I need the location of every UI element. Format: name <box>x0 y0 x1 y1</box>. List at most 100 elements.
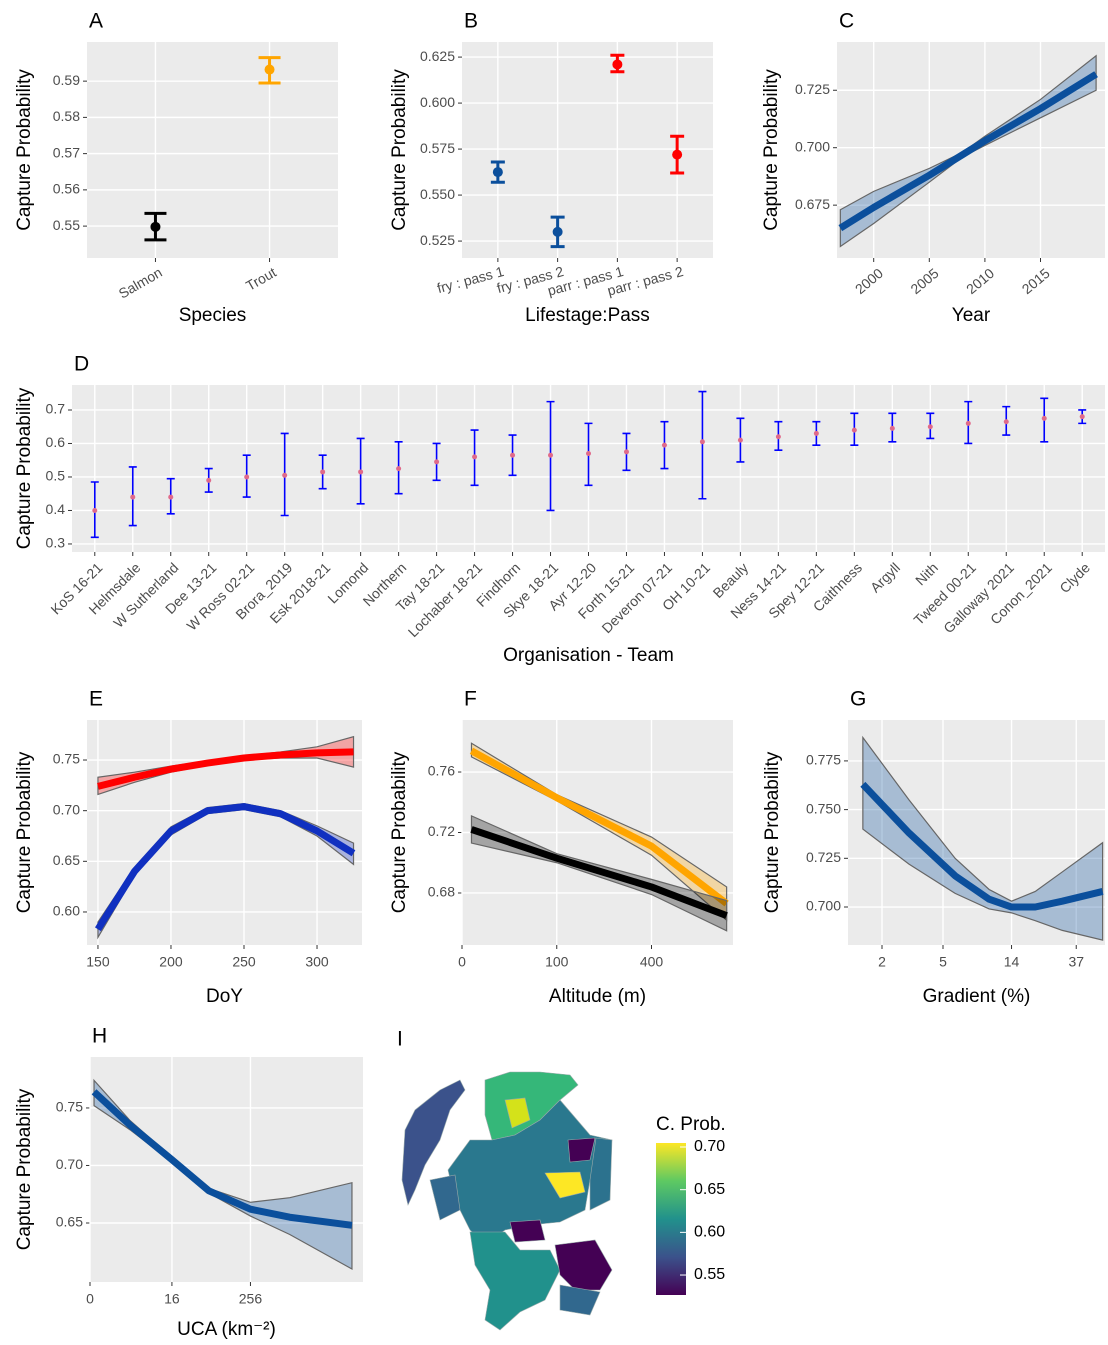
panel-label: F <box>464 688 477 711</box>
x-tick-label: fry : pass 1 <box>435 263 505 296</box>
trend-line <box>470 826 728 919</box>
y-tick-label: 0.3 <box>46 535 66 551</box>
y-tick-label: 0.57 <box>53 144 80 160</box>
colorbar <box>656 1143 686 1295</box>
point <box>396 466 402 472</box>
trend-line <box>94 803 356 932</box>
trend-line <box>860 781 1104 911</box>
y-tick-label: 0.59 <box>53 72 80 88</box>
point <box>548 452 554 458</box>
colorbar-tick-label: 0.55 <box>694 1266 725 1283</box>
trend-line <box>469 747 729 907</box>
scotland-map <box>401 1071 613 1331</box>
y-tick-label: 0.58 <box>53 108 80 124</box>
colorbar-title: C. Prob. <box>656 1114 726 1135</box>
point <box>472 454 478 460</box>
x-tick-label: 250 <box>232 954 256 970</box>
x-tick-label: 2015 <box>1019 265 1053 297</box>
point <box>552 226 563 237</box>
point <box>282 472 288 478</box>
y-tick-label: 0.525 <box>420 232 455 248</box>
y-tick-label: 0.775 <box>806 752 841 768</box>
panel-label: H <box>92 1025 107 1048</box>
point <box>889 425 895 431</box>
x-axis-title: Species <box>179 305 247 326</box>
panel-label: A <box>89 10 103 33</box>
y-tick-label: 0.575 <box>420 140 455 156</box>
x-tick-label: 2000 <box>852 265 886 297</box>
y-tick-label: 0.625 <box>420 48 455 64</box>
colorbar-tick-label: 0.60 <box>694 1224 725 1241</box>
y-tick-label: 0.72 <box>428 823 455 839</box>
point <box>737 437 743 443</box>
y-tick-label: 0.55 <box>53 217 80 233</box>
point <box>1079 414 1085 420</box>
x-axis-title: Year <box>952 305 991 326</box>
plot-background <box>462 42 713 258</box>
y-tick-label: 0.70 <box>56 1156 83 1172</box>
point <box>130 494 136 500</box>
point <box>851 427 857 433</box>
x-tick-label: 2 <box>878 954 886 970</box>
panel-label: G <box>850 688 866 711</box>
x-axis-title: Altitude (m) <box>549 986 646 1007</box>
point <box>150 221 161 232</box>
y-tick-label: 0.750 <box>806 800 841 816</box>
x-tick-label: 400 <box>640 954 664 970</box>
y-tick-label: 0.56 <box>53 181 80 197</box>
x-tick-label: 14 <box>1004 954 1020 970</box>
x-tick-label: Argyll <box>867 559 903 595</box>
colorbar-tick-label: 0.65 <box>694 1181 725 1198</box>
y-tick-label: 0.65 <box>53 852 80 868</box>
y-tick-label: 0.75 <box>53 751 80 767</box>
y-tick-label: 0.65 <box>56 1214 83 1230</box>
point <box>434 459 440 465</box>
error-bar <box>698 390 707 500</box>
y-tick-label: 0.75 <box>56 1099 83 1115</box>
x-tick-label: Nith <box>912 559 941 588</box>
y-tick-label: 0.7 <box>46 401 66 417</box>
panel-label: C <box>839 10 854 33</box>
x-tick-label: 150 <box>86 954 110 970</box>
x-tick-label: 0 <box>86 1291 94 1307</box>
point <box>612 59 623 70</box>
x-tick-label: Trout <box>243 264 279 294</box>
x-tick-label: 2005 <box>907 265 941 297</box>
x-axis-title: Lifestage:Pass <box>525 305 650 326</box>
y-axis-title: Capture Probability <box>762 751 783 913</box>
point <box>661 442 667 448</box>
point <box>965 420 971 426</box>
y-axis-title: Capture Probability <box>389 751 410 913</box>
point <box>92 507 98 513</box>
x-tick-label: 16 <box>164 1291 180 1307</box>
panel-label: B <box>464 10 478 33</box>
x-axis-title: Organisation - Team <box>503 645 674 666</box>
point <box>1003 419 1009 425</box>
y-tick-label: 0.725 <box>806 849 841 865</box>
y-tick-label: 0.68 <box>428 884 455 900</box>
y-tick-label: 0.700 <box>806 898 841 914</box>
point <box>586 451 591 457</box>
y-tick-label: 0.600 <box>420 94 455 110</box>
point <box>510 452 516 458</box>
confidence-band <box>862 735 1104 941</box>
y-axis-title: Capture Probability <box>761 69 782 231</box>
y-tick-label: 0.70 <box>53 801 80 817</box>
point <box>927 424 933 430</box>
point <box>264 64 275 75</box>
y-tick-label: 0.76 <box>428 763 455 779</box>
y-tick-label: 0.4 <box>46 501 66 517</box>
trend-line <box>97 748 354 790</box>
point <box>206 477 212 483</box>
y-axis-title: Capture Probability <box>14 69 35 231</box>
colorbar-tick-label: 0.70 <box>694 1138 725 1155</box>
point <box>320 469 326 475</box>
x-tick-label: Clyde <box>1056 559 1093 596</box>
point <box>244 474 250 480</box>
point <box>168 494 174 500</box>
point <box>1041 415 1047 421</box>
point <box>699 439 705 445</box>
y-tick-label: 0.60 <box>53 903 80 919</box>
x-tick-label: 200 <box>159 954 183 970</box>
